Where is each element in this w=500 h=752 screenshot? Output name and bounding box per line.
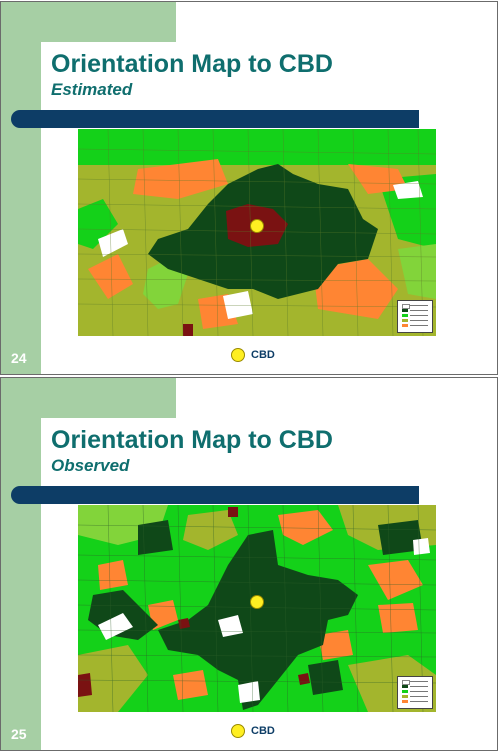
slide-title: Orientation Map to CBD [51,50,333,78]
slide-subtitle: Observed [51,456,130,475]
slide-subtitle: Estimated [51,80,133,99]
title-divider-bar [11,486,419,504]
slide-number: 24 [11,350,27,366]
cbd-legend-icon [231,348,245,362]
orientation-map-observed [78,505,436,712]
cbd-legend: CBD [231,724,275,738]
slide-accent-band-left [1,2,41,374]
slide-number: 25 [11,726,27,742]
slide-24: Orientation Map to CBD Estimated [0,1,498,375]
slide-25: Orientation Map to CBD Observed [0,377,498,751]
slide-title: Orientation Map to CBD [51,426,333,454]
map-legend-icon [397,300,433,333]
cbd-legend-label: CBD [251,725,275,737]
orientation-map-estimated [78,129,436,336]
cbd-marker-icon [250,219,264,233]
map-legend-icon [397,676,433,709]
cbd-marker-icon [250,595,264,609]
title-divider-bar [11,110,419,128]
cbd-legend: CBD [231,348,275,362]
cbd-legend-label: CBD [251,349,275,361]
slide-accent-band-left [1,378,41,750]
cbd-legend-icon [231,724,245,738]
